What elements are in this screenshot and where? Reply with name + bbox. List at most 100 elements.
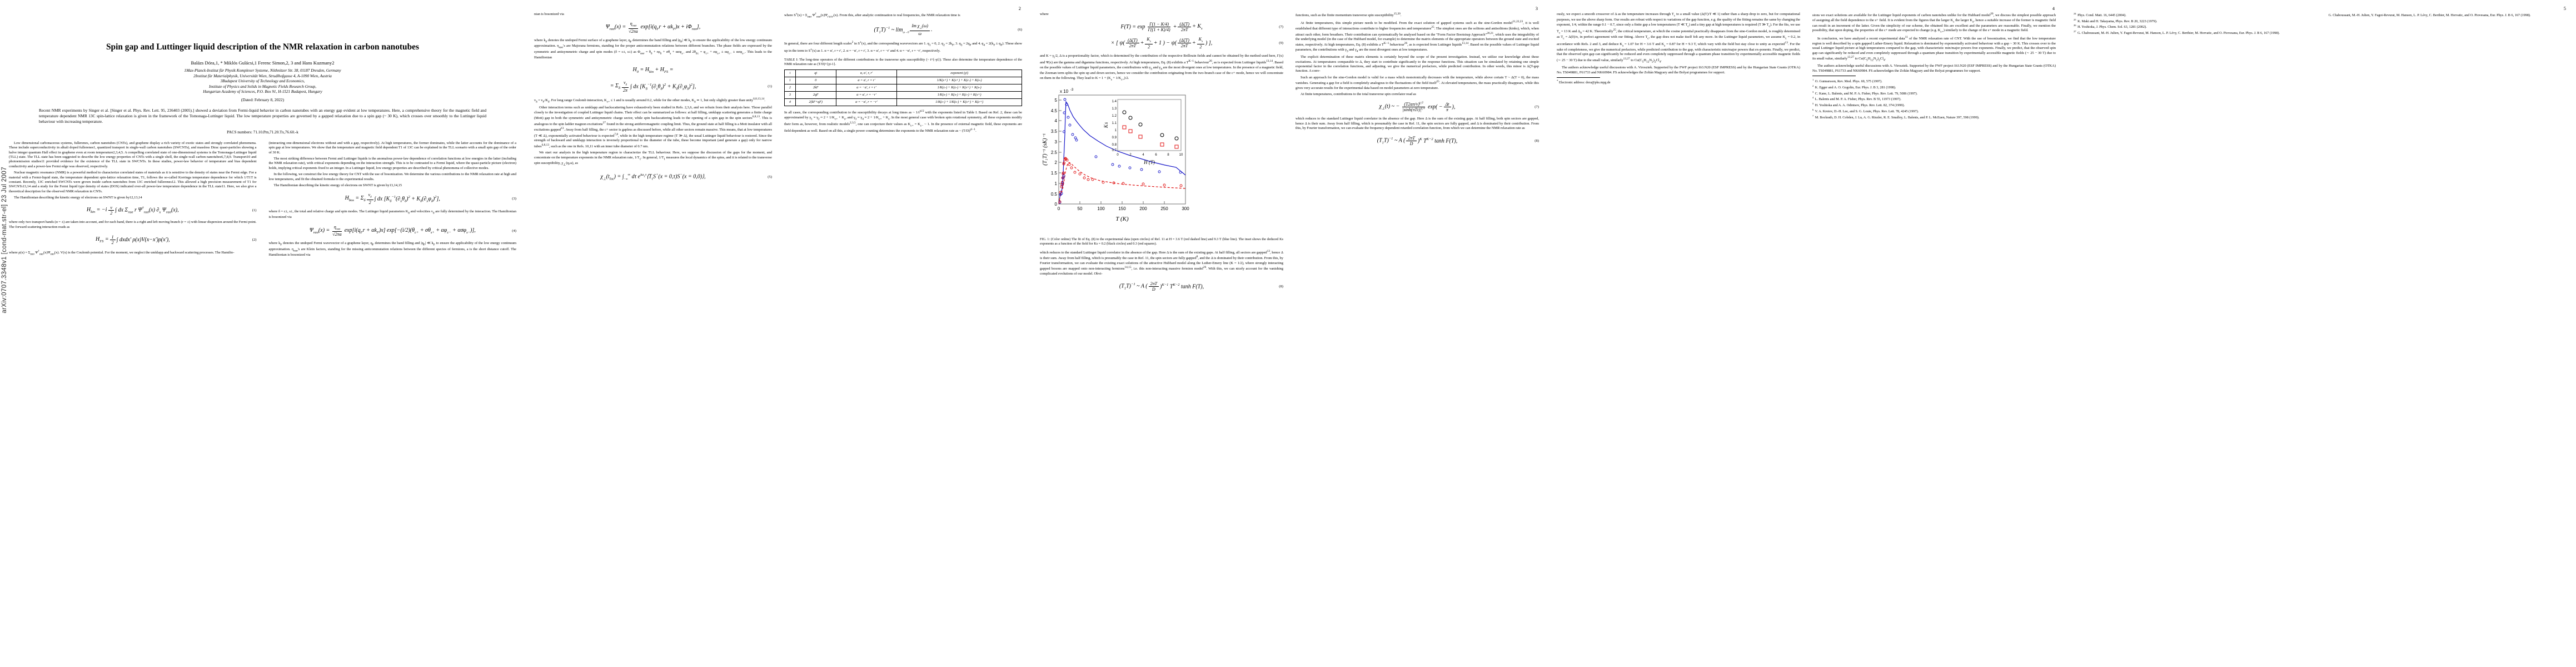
- table-cell: 1/K(s-) + K(s-) + K(c-) + K(s+): [896, 91, 1022, 99]
- table-header-cell: i: [784, 69, 796, 78]
- reference-item: 26 H. Yoshioka, J. Phys. Chem. Sol. 63, 1…: [2074, 24, 2147, 29]
- equation-number: (3): [512, 197, 516, 201]
- table-row: 2 2kF α = −α′, r = r′ 1/K(c-) + K(c-) + …: [784, 84, 1022, 92]
- equation-number: (9): [1279, 41, 1283, 46]
- paragraph: The Hamiltonian describing the kinetic e…: [14, 196, 142, 200]
- svg-text:10: 10: [1179, 153, 1183, 157]
- equation-number: (2): [252, 237, 257, 242]
- inset-x-label: H (T): [1143, 160, 1155, 165]
- paragraph: Nuclear magnetic resonance (NMR) is a po…: [9, 171, 257, 193]
- svg-text:1.3: 1.3: [1112, 107, 1117, 111]
- svg-text:150: 150: [1118, 206, 1126, 211]
- arxiv-stamp: arXiv:0707.3348v1 [cond-mat.str-el] 23 J…: [1, 167, 8, 313]
- reference-text: V. A. Krotov, D.-H. Lee, and S. G. Louie…: [1815, 109, 1919, 113]
- inset-series-Ks-0p3: [1122, 125, 1179, 149]
- svg-text:1: 1: [1055, 181, 1058, 186]
- svg-text:0: 0: [1055, 202, 1058, 207]
- svg-text:3.5: 3.5: [1051, 129, 1058, 134]
- table-header-row: i qi α, α′, r, r′ exponent (γi): [784, 69, 1022, 78]
- table-header-cell: qi: [795, 69, 836, 78]
- table-caption: TABLE I: The long-time operators of the …: [784, 58, 1022, 67]
- table-header-cell: α, α′, r, r′: [835, 69, 898, 78]
- figure-1-plot: 0 0.5 1 1.5 2 2.5 3 3.5 4 4.5 5: [1042, 88, 1189, 222]
- page-1-column-2: (interacting one-dimensional electrons w…: [269, 141, 517, 257]
- equation-number: (1): [768, 84, 772, 89]
- svg-text:0: 0: [1117, 153, 1119, 157]
- equation-4b: Ψrασ(x) = ηrασ √2πa exp[i(qFr + αkF)x + i…: [605, 21, 701, 34]
- equation-4: Ψrασ(x) = ηrασ √2πa exp[i(qFr + αkF)x] ex…: [309, 224, 516, 237]
- paragraph: where δ = c±, s±, the total and relative…: [268, 210, 517, 220]
- table-row: 1 0 α = α′, r = r′ 1/K(s+) + K(s+) + K(c…: [784, 77, 1022, 85]
- paragraph: where ρ(x) = Σrασ Ψ†rασ(x)Ψrασ(x). V(x) …: [9, 250, 235, 256]
- title-block: Spin gap and Luttinger liquid descriptio…: [24, 42, 501, 102]
- affiliation-5: Hungarian Academy of Sciences, P.O. Box …: [203, 89, 322, 94]
- svg-text:4.5: 4.5: [1051, 108, 1058, 113]
- page-2: 2 nian is bosonized via Ψrασ(x) = ηrασ √2…: [525, 0, 1031, 667]
- reference-item: 5 H. Yoshioka and A. A. Odintsov, Phys. R…: [1812, 102, 1905, 108]
- svg-text:-3: -3: [1070, 88, 1074, 92]
- paragraph: nian is bosonized via: [534, 12, 564, 16]
- svg-text:250: 250: [1160, 206, 1168, 211]
- equation-5b: χ⊥(tloc) = ∫−∞∞ dτ eiωLτ⟨TτS+(x = 0,τ)S−…: [600, 172, 772, 181]
- page-5-column-2: G. Chaboussant, M.-H. Julien, Y. Fagot-R…: [2326, 12, 2567, 36]
- paragraph: The authors acknowledge useful discussio…: [1557, 66, 1800, 74]
- table-cell: α = α′, r = −r′: [835, 91, 898, 99]
- paragraph: sions we exact solutions are available f…: [1812, 12, 2056, 34]
- y-axis-exponent: x 10: [1060, 89, 1069, 94]
- x-axis-label: T (K): [1115, 216, 1129, 222]
- paragraph: where only two transport bands (α = ±) a…: [9, 220, 257, 229]
- paragraph: In the following, we construct the low e…: [268, 172, 517, 181]
- paragraph: Such an approach for the sine-Gordon mod…: [1296, 75, 1539, 90]
- svg-text:100: 100: [1097, 206, 1105, 211]
- paragraph: where S±(x) = Σrασ Ψ†rασ(x)Ψr′α′σ′(x). F…: [784, 12, 960, 19]
- reference-text: H. Yoshioka and A. A. Odintsov, Phys. Re…: [1815, 103, 1905, 108]
- equation-3: Hbos = Σδ vδ 2 ∫ dx [Kδ−1(∂xθδ)2 + Kδ(∂xφ…: [345, 192, 516, 205]
- page-3-column-2: functions, such as the finite momentum t…: [1296, 12, 1539, 296]
- paragraph: The most striking difference between Fer…: [268, 157, 517, 170]
- footnote-rule: [1557, 77, 1600, 78]
- svg-text:0.8: 0.8: [1112, 143, 1117, 147]
- reference-item: 24 Phys. Cond. Matt. 16, 6445 (2004).: [2074, 12, 2126, 18]
- table-cell: 2kF: [795, 84, 836, 92]
- table-1: TABLE I: The long-time operators of the …: [784, 58, 1022, 107]
- svg-text:2.5: 2.5: [1051, 150, 1058, 155]
- svg-text:0.5: 0.5: [1051, 192, 1058, 197]
- series-3p6T-fit: [1058, 162, 1186, 204]
- reference-item: 27 G. Chaboussant, M.-H. Julien, Y. Fagot…: [2074, 30, 2280, 36]
- svg-text:50: 50: [1078, 206, 1083, 211]
- page-1-column-1: Low dimensional carbonaceous systems, fu…: [9, 141, 257, 257]
- svg-text:8: 8: [1167, 153, 1169, 157]
- reference-text: L. Balents and M. P. A. Fisher, Phys. Re…: [1815, 97, 1901, 102]
- pacs-numbers: PACS numbers: 71.10.Pm,71.20.Tx,76.60.-k: [227, 130, 298, 135]
- equation-5-cont: = Σδ vδ 2π ∫ dx [Kδ−1(∂xθδ)2 + Kδ(∂xφδ)2]…: [610, 80, 772, 93]
- paragraph: We start our analysis in the high temper…: [534, 151, 773, 167]
- paragraph: At finite temperatures, this simple pict…: [1296, 19, 1539, 53]
- equation-5: H0 = Hkin + HFS =: [632, 66, 674, 74]
- paragraph: where kF denotes the undoped Fermi wavev…: [268, 241, 517, 257]
- equation-7: F(T) = exp Γ(1 − K/4) Γ((1 + K)/4) + (ΔζT…: [1120, 21, 1283, 32]
- table-row: 4 2(kF+qF) α = −α′, r = −r′ 1/K(c-) + 1/…: [784, 98, 1022, 107]
- paragraph: where: [1040, 12, 1049, 16]
- figure-1: 0 0.5 1 1.5 2 2.5 3 3.5 4 4.5 5: [1040, 87, 1283, 246]
- reference-text: O. Gunnarsson, Rev. Mod. Phys. 69, 575 (…: [1815, 79, 1882, 84]
- page-4: 4 ously, we expect a smooth crossover of…: [1548, 0, 2065, 667]
- paragraph: which reduces to the standard Luttinger …: [1296, 117, 1539, 131]
- page-2-column-1: nian is bosonized via Ψrασ(x) = ηrασ √2πa…: [534, 12, 772, 187]
- table-row: 3 2qF α = α′, r = −r′ 1/K(s-) + K(s-) + …: [784, 91, 1022, 99]
- page-1: arXiv:0707.3348v1 [cond-mat.str-el] 23 J…: [0, 0, 525, 667]
- paragraph: functions, such as the finite momentum t…: [1296, 12, 1402, 18]
- reference-text: K. Maki and H. Takayama, Phys. Rev. B 20…: [2077, 19, 2158, 23]
- svg-text:300: 300: [1182, 206, 1189, 211]
- page-2-columns: nian is bosonized via Ψrασ(x) = ηrασ √2πa…: [534, 12, 1022, 187]
- reference-item: 2 K. Egger and A. O. Gogolin, Eur. Phys. …: [1812, 84, 1896, 89]
- page-4-column-2: sions we exact solutions are available f…: [1812, 12, 2056, 120]
- svg-text:4: 4: [1055, 118, 1058, 123]
- affiliation-3: 3Budapest University of Technology and E…: [220, 79, 305, 84]
- reference-item: 6 V. A. Krotov, D.-H. Lee, and S. G. Loui…: [1812, 108, 1919, 113]
- page-number: 4: [2052, 6, 2055, 11]
- affiliation-2: 2Institut für Materialphysik, Universitä…: [193, 73, 332, 78]
- equation-6: (T1T)−1 ~ limω→0 Im χ⊥(ω) ω . (6): [874, 23, 1022, 36]
- figure-1-inset: 1.4 1.3 1.2 1.1 1 0.9 0.8 0.7 0: [1103, 99, 1183, 165]
